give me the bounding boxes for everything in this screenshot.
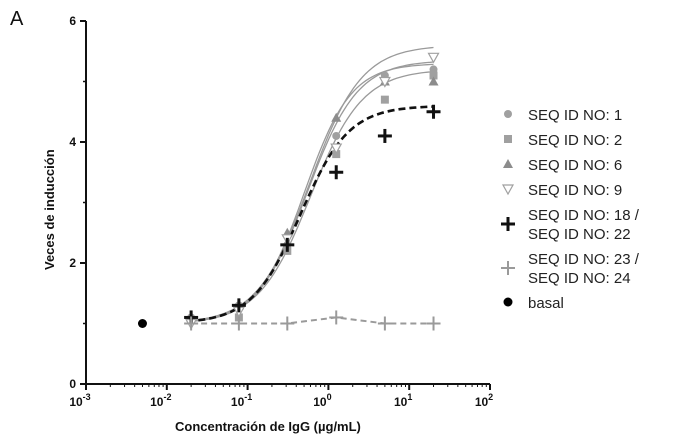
legend-marker-5 [501, 217, 515, 231]
point-series-6 [231, 316, 246, 331]
legend-marker-2 [504, 135, 512, 143]
legend-label-1: SEQ ID NO: 1 [528, 107, 622, 124]
point-series-4 [427, 52, 440, 64]
point-series-5 [329, 165, 344, 180]
legend-label-2: SEQ ID NO: 2 [528, 132, 622, 149]
y-tick-label: 4 [69, 135, 76, 149]
legend-label-4: SEQ ID NO: 9 [528, 182, 622, 199]
x-tick-label: 10-1 [231, 392, 252, 409]
fit-curve-series-4 [187, 46, 434, 322]
point-series-4 [378, 76, 391, 88]
x-tick-label: 101 [394, 392, 412, 409]
legend-label-3: SEQ ID NO: 6 [528, 157, 622, 174]
x-tick-label: 100 [313, 392, 331, 409]
legend-marker-6 [501, 261, 515, 275]
fit-curve-series-2 [187, 70, 434, 322]
legend-label-5: SEQ ID NO: 18 /SEQ ID NO: 22 [528, 207, 640, 243]
fit-curves [187, 46, 434, 325]
point-series-1 [429, 65, 438, 74]
x-axis-title: Concentración de IgG (µg/mL) [175, 419, 361, 434]
legend-marker-1 [504, 110, 512, 118]
point-series-4 [330, 143, 343, 155]
y-tick-label: 0 [69, 377, 76, 391]
legend-marker-4 [501, 184, 515, 196]
point-series-3 [331, 112, 342, 122]
fit-curve-series-6 [191, 316, 434, 325]
fit-curve-series-5 [187, 105, 434, 323]
legend-marker-3 [503, 159, 513, 168]
y-tick-label: 6 [69, 14, 76, 28]
point-series-3 [428, 76, 439, 86]
point-series-5 [231, 298, 246, 313]
point-series-2 [380, 95, 389, 104]
legend-label-6: SEQ ID NO: 23 /SEQ ID NO: 24 [528, 251, 640, 287]
y-tick-label: 2 [69, 256, 76, 270]
legend-marker-7 [503, 297, 513, 307]
point-series-7 [137, 319, 147, 328]
point-series-2 [429, 71, 438, 80]
point-series-6 [329, 310, 344, 325]
point-series-6 [377, 316, 392, 331]
point-series-1 [332, 131, 341, 140]
point-series-5 [426, 104, 441, 119]
point-series-5 [280, 237, 295, 252]
y-axis-title: Veces de inducción [42, 149, 57, 270]
point-series-6 [426, 316, 441, 331]
panel-letter: A [10, 8, 24, 30]
data-points [137, 52, 441, 331]
x-tick-label: 10-3 [69, 392, 90, 409]
x-tick-label: 10-2 [150, 392, 171, 409]
legend-label-7: basal [528, 295, 564, 312]
legend: SEQ ID NO: 1 SEQ ID NO: 2 SEQ ID NO: 6 SEQ … [501, 107, 640, 312]
point-series-5 [377, 128, 392, 143]
fit-curve-series-3 [187, 63, 434, 323]
point-series-6 [280, 316, 295, 331]
x-tick-label: 102 [475, 392, 493, 409]
point-series-6 [184, 316, 199, 331]
axes: 0 2 4 6 10-3 10-2 10-1 100 101 102 [69, 14, 493, 409]
